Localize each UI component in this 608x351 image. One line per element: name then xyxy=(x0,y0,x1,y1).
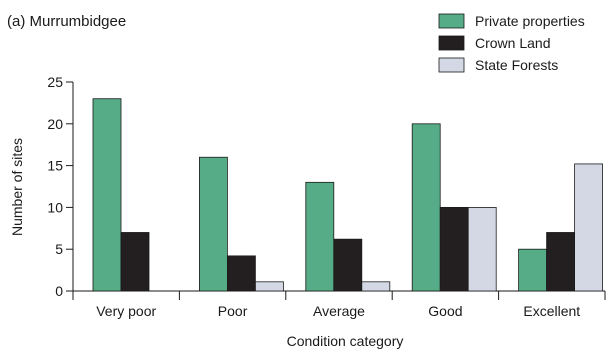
legend: Private properties Crown Land State Forest… xyxy=(438,13,585,73)
x-category-label: Excellent xyxy=(523,303,580,319)
x-category-label: Very poor xyxy=(96,303,156,319)
y-axis-label: Number of sites xyxy=(9,138,25,236)
y-tick-label: 10 xyxy=(47,199,63,215)
legend-label: State Forests xyxy=(475,57,558,73)
bar xyxy=(333,238,363,292)
bar xyxy=(439,206,469,292)
bar xyxy=(92,98,122,292)
bar xyxy=(254,281,284,292)
y-tick-label: 20 xyxy=(47,116,63,132)
bar xyxy=(518,248,547,292)
x-axis: Very poor Poor Average Good Excellent xyxy=(72,290,606,319)
bar xyxy=(467,206,497,292)
y-tick-label: 0 xyxy=(55,283,63,299)
bar xyxy=(411,123,441,292)
bar xyxy=(226,255,256,292)
legend-label: Crown Land xyxy=(475,35,551,51)
chart-title: (a) Murrumbidgee xyxy=(7,13,126,30)
x-category-label: Average xyxy=(313,303,365,319)
bars xyxy=(92,98,603,292)
bar xyxy=(305,181,335,292)
legend-label: Private properties xyxy=(475,13,585,29)
x-axis-label: Condition category xyxy=(287,333,404,349)
legend-swatch xyxy=(438,35,465,51)
bar xyxy=(198,156,228,292)
y-tick-label: 25 xyxy=(47,74,63,90)
y-axis: 0 5 10 15 20 25 xyxy=(47,74,74,299)
bar xyxy=(574,163,603,292)
bar xyxy=(546,232,575,292)
y-tick-label: 5 xyxy=(55,241,63,257)
bar xyxy=(120,232,150,292)
x-category-label: Good xyxy=(428,303,462,319)
bar xyxy=(361,281,391,292)
x-category-label: Poor xyxy=(218,303,248,319)
y-tick-label: 15 xyxy=(47,158,63,174)
legend-swatch xyxy=(438,57,465,73)
legend-swatch xyxy=(438,13,465,29)
